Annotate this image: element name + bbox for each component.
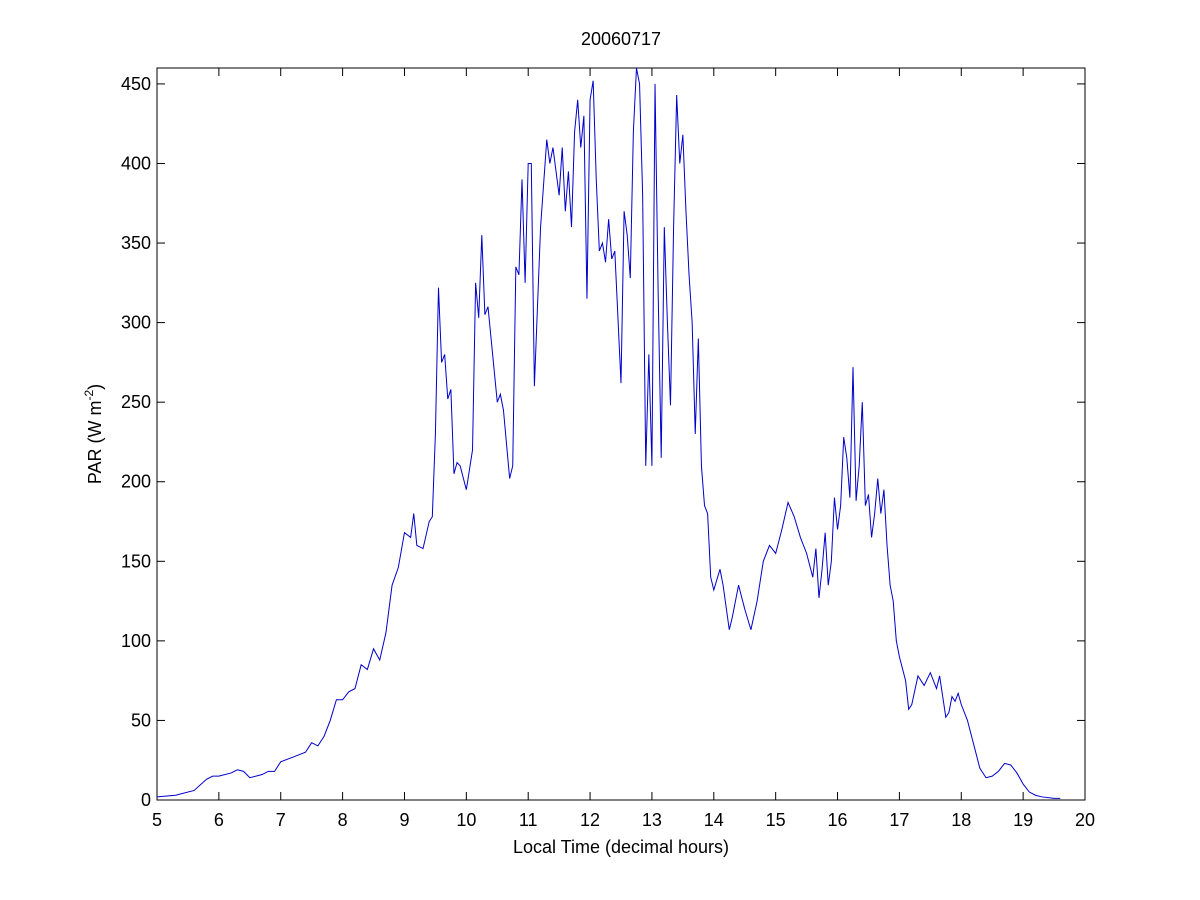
- y-axis-label: PAR (W m-2): [82, 384, 105, 484]
- x-tick-label: 14: [704, 810, 724, 830]
- x-tick-label: 20: [1075, 810, 1095, 830]
- x-tick-label: 17: [889, 810, 909, 830]
- x-tick-label: 16: [828, 810, 848, 830]
- x-tick-label: 13: [642, 810, 662, 830]
- y-tick-label: 250: [121, 392, 151, 412]
- chart-title: 20060717: [581, 29, 661, 49]
- y-label-sup: -2: [82, 390, 96, 401]
- x-tick-label: 11: [519, 810, 538, 830]
- y-tick-label: 50: [131, 710, 151, 730]
- x-tick-label: 9: [399, 810, 409, 830]
- y-tick-label: 350: [121, 233, 151, 253]
- y-label-main: PAR (W m: [85, 401, 105, 485]
- x-tick-label: 7: [276, 810, 286, 830]
- y-tick-label: 100: [121, 631, 151, 651]
- y-tick-label: 400: [121, 153, 151, 173]
- data-line: [156, 67, 1061, 799]
- x-tick-label: 12: [580, 810, 600, 830]
- x-axis-label: Local Time (decimal hours): [513, 837, 729, 857]
- y-tick-label: 0: [141, 790, 151, 810]
- x-tick-label: 8: [338, 810, 348, 830]
- x-tick-label: 19: [1013, 810, 1033, 830]
- y-tick-label: 200: [121, 472, 151, 492]
- x-tick-label: 5: [152, 810, 162, 830]
- x-tick-label: 18: [951, 810, 971, 830]
- y-label-end: ): [85, 384, 105, 390]
- x-tick-label: 15: [766, 810, 786, 830]
- y-tick-label: 450: [121, 74, 151, 94]
- plot-area: [156, 67, 1086, 801]
- x-tick-label: 6: [214, 810, 224, 830]
- y-tick-label: 150: [121, 551, 151, 571]
- x-tick-label: 10: [456, 810, 476, 830]
- y-tick-label: 300: [121, 313, 151, 333]
